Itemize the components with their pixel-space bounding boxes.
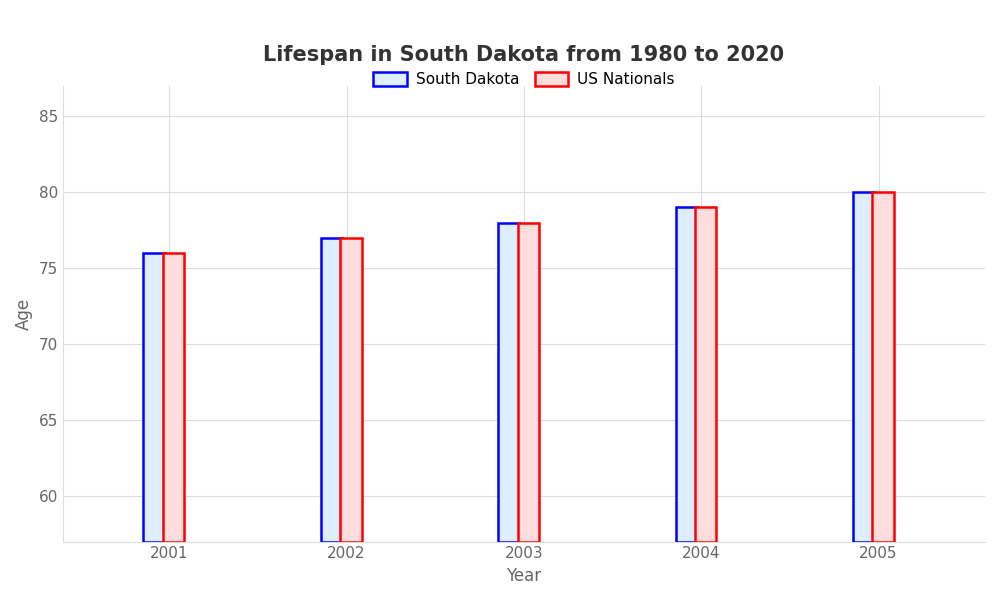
Bar <box>498 223 519 542</box>
Bar <box>676 208 697 542</box>
Legend: South Dakota, US Nationals: South Dakota, US Nationals <box>367 67 681 94</box>
Bar <box>340 238 362 542</box>
Bar <box>872 193 894 542</box>
Bar <box>853 193 874 542</box>
Bar <box>518 223 539 542</box>
Bar <box>163 253 184 542</box>
Bar <box>321 238 342 542</box>
Y-axis label: Age: Age <box>15 298 33 330</box>
Bar <box>143 253 165 542</box>
Title: Lifespan in South Dakota from 1980 to 2020: Lifespan in South Dakota from 1980 to 20… <box>263 45 784 65</box>
X-axis label: Year: Year <box>506 567 541 585</box>
Bar <box>695 208 716 542</box>
